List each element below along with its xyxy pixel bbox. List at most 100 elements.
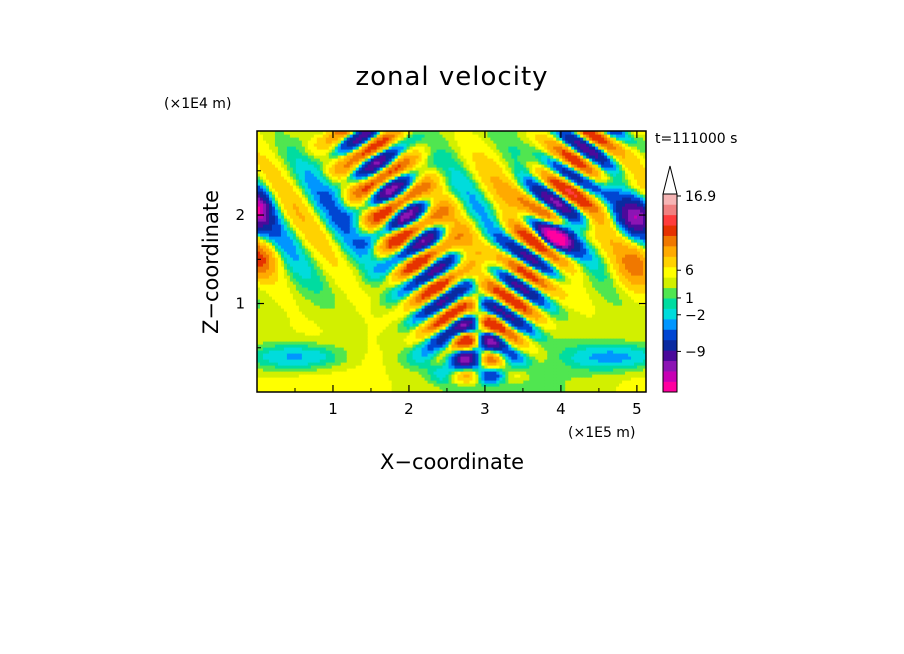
- heatmap-cell: [259, 230, 264, 234]
- heatmap-cell: [340, 347, 345, 351]
- heatmap-cell: [295, 194, 300, 198]
- heatmap-cell: [259, 296, 264, 300]
- heatmap-cell: [313, 335, 318, 339]
- heatmap-cell: [376, 173, 381, 177]
- heatmap-cell: [307, 305, 312, 309]
- heatmap-cell: [310, 239, 315, 243]
- heatmap-cell: [257, 371, 261, 375]
- heatmap-cell: [274, 269, 279, 273]
- heatmap-cell: [409, 314, 414, 318]
- heatmap-cell: [259, 389, 264, 392]
- heatmap-cell: [259, 251, 264, 255]
- heatmap-cell: [388, 182, 393, 186]
- heatmap-cell: [286, 230, 291, 234]
- heatmap-cell: [382, 287, 387, 291]
- heatmap-cell: [379, 167, 384, 171]
- heatmap-cell: [313, 350, 318, 354]
- heatmap-cell: [325, 236, 330, 240]
- heatmap-cell: [379, 305, 384, 309]
- heatmap-cell: [310, 179, 315, 183]
- heatmap-cell: [307, 299, 312, 303]
- heatmap-cell: [283, 242, 288, 246]
- heatmap-cell: [367, 188, 372, 192]
- heatmap-cell: [316, 356, 321, 360]
- heatmap-cell: [382, 245, 387, 249]
- heatmap-cell: [406, 296, 411, 300]
- heatmap-cell: [274, 362, 279, 366]
- heatmap-cell: [397, 278, 402, 282]
- heatmap-cell: [262, 335, 267, 339]
- heatmap-cell: [283, 311, 288, 315]
- heatmap-cell: [352, 311, 357, 315]
- heatmap-cell: [280, 266, 285, 270]
- heatmap-cell: [379, 194, 384, 198]
- heatmap-cell: [379, 377, 384, 381]
- heatmap-cell: [325, 389, 330, 392]
- heatmap-cell: [283, 317, 288, 321]
- heatmap-cell: [265, 161, 270, 165]
- heatmap-cell: [307, 254, 312, 258]
- heatmap-cell: [322, 329, 327, 333]
- heatmap-cell: [310, 374, 315, 378]
- heatmap-cell: [310, 176, 315, 180]
- heatmap-cell: [313, 317, 318, 321]
- heatmap-cell: [352, 356, 357, 360]
- heatmap-cell: [289, 350, 294, 354]
- heatmap-cell: [355, 320, 360, 324]
- heatmap-cell: [328, 245, 333, 249]
- heatmap-cell: [257, 179, 261, 183]
- heatmap-cell: [400, 206, 405, 210]
- heatmap-cell: [370, 233, 375, 237]
- heatmap-cell: [307, 383, 312, 387]
- heatmap-cell: [289, 320, 294, 324]
- heatmap-cell: [289, 182, 294, 186]
- heatmap-cell: [397, 161, 402, 165]
- heatmap-cell: [292, 377, 297, 381]
- heatmap-cell: [337, 167, 342, 171]
- heatmap-cell: [325, 161, 330, 165]
- heatmap-cell: [265, 344, 270, 348]
- heatmap-cell: [307, 245, 312, 249]
- heatmap-cell: [257, 272, 261, 276]
- heatmap-cell: [334, 272, 339, 276]
- heatmap-cell: [397, 326, 402, 330]
- heatmap-cell: [367, 152, 372, 156]
- heatmap-cell: [274, 272, 279, 276]
- heatmap-cell: [406, 302, 411, 306]
- heatmap-cell: [376, 191, 381, 195]
- heatmap-cell: [352, 197, 357, 201]
- heatmap-cell: [331, 290, 336, 294]
- heatmap-cell: [268, 380, 273, 384]
- heatmap-cell: [385, 176, 390, 180]
- heatmap-cell: [376, 224, 381, 228]
- heatmap-cell: [304, 317, 309, 321]
- heatmap-cell: [361, 314, 366, 318]
- heatmap-cell: [406, 362, 411, 366]
- heatmap-cell: [385, 188, 390, 192]
- heatmap-cell: [367, 236, 372, 240]
- heatmap-cell: [292, 320, 297, 324]
- heatmap-cell: [370, 380, 375, 384]
- heatmap-cell: [313, 251, 318, 255]
- heatmap-cell: [409, 338, 414, 342]
- heatmap-cell: [340, 185, 345, 189]
- heatmap-cell: [394, 191, 399, 195]
- heatmap-cell: [257, 230, 261, 234]
- heatmap-cell: [319, 359, 324, 363]
- heatmap-cell: [328, 311, 333, 315]
- heatmap-cell: [298, 248, 303, 252]
- heatmap-cell: [322, 344, 327, 348]
- heatmap-cell: [298, 245, 303, 249]
- heatmap-cell: [274, 344, 279, 348]
- heatmap-cell: [292, 344, 297, 348]
- heatmap-cell: [280, 176, 285, 180]
- heatmap-cell: [364, 131, 369, 135]
- heatmap-cell: [274, 194, 279, 198]
- heatmap-cell: [403, 137, 408, 141]
- heatmap-cell: [367, 281, 372, 285]
- heatmap-cell: [313, 377, 318, 381]
- heatmap-cell: [361, 248, 366, 252]
- heatmap-cell: [379, 164, 384, 168]
- heatmap-cell: [364, 236, 369, 240]
- heatmap-cell: [325, 206, 330, 210]
